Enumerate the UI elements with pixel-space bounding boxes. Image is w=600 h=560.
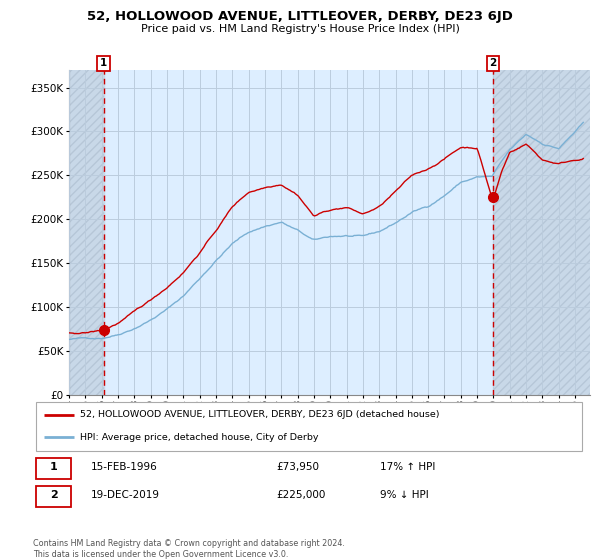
Text: 52, HOLLOWOOD AVENUE, LITTLEOVER, DERBY, DE23 6JD (detached house): 52, HOLLOWOOD AVENUE, LITTLEOVER, DERBY,…	[80, 410, 439, 419]
Text: 17% ↑ HPI: 17% ↑ HPI	[380, 463, 436, 473]
Text: HPI: Average price, detached house, City of Derby: HPI: Average price, detached house, City…	[80, 433, 318, 442]
Text: 2: 2	[489, 58, 496, 68]
Bar	[493, 70, 590, 395]
Text: 19-DEC-2019: 19-DEC-2019	[91, 491, 160, 501]
Text: 1: 1	[100, 58, 107, 68]
Text: £73,950: £73,950	[276, 463, 319, 473]
Text: 2: 2	[50, 491, 58, 501]
Bar	[493, 70, 590, 395]
FancyBboxPatch shape	[36, 402, 582, 451]
Text: 15-FEB-1996: 15-FEB-1996	[91, 463, 157, 473]
Text: 9% ↓ HPI: 9% ↓ HPI	[380, 491, 429, 501]
Bar	[69, 70, 104, 395]
FancyBboxPatch shape	[36, 486, 71, 507]
Bar	[69, 70, 104, 395]
Text: Price paid vs. HM Land Registry's House Price Index (HPI): Price paid vs. HM Land Registry's House …	[140, 24, 460, 34]
FancyBboxPatch shape	[36, 458, 71, 479]
Text: Contains HM Land Registry data © Crown copyright and database right 2024.
This d: Contains HM Land Registry data © Crown c…	[33, 539, 345, 559]
Text: 52, HOLLOWOOD AVENUE, LITTLEOVER, DERBY, DE23 6JD: 52, HOLLOWOOD AVENUE, LITTLEOVER, DERBY,…	[87, 10, 513, 22]
Text: 1: 1	[50, 463, 58, 473]
Text: £225,000: £225,000	[276, 491, 326, 501]
